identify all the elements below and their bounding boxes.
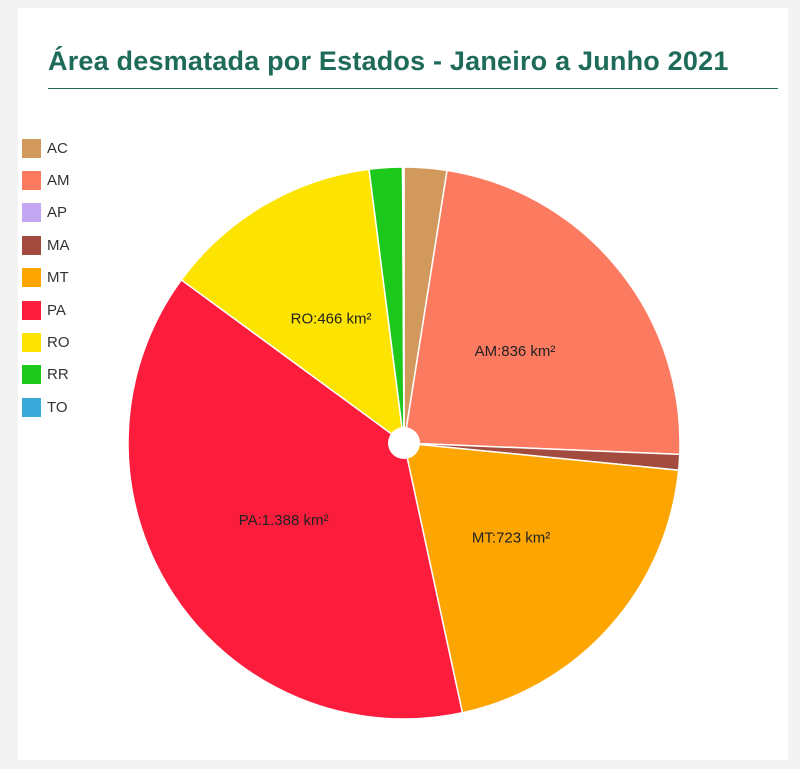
legend-item-mt[interactable]: MT [22, 262, 70, 294]
legend-label: MA [47, 236, 70, 254]
pie-slice-am[interactable] [403, 169, 681, 456]
pie-slice-ro[interactable] [180, 168, 405, 445]
legend-item-am[interactable]: AM [22, 164, 70, 196]
legend-item-ac[interactable]: AC [22, 132, 70, 164]
slice-label-mt: MT:723 km² [472, 529, 550, 546]
pie-slice-pa[interactable] [127, 278, 464, 720]
legend-swatch [22, 203, 41, 223]
legend-label: TO [47, 398, 68, 416]
slice-label-am: AM:836 km² [475, 343, 556, 360]
legend-swatch [22, 397, 41, 417]
legend-label: RO [47, 334, 70, 352]
legend-swatch [22, 300, 41, 320]
legend-swatch [22, 333, 41, 353]
donut-hole [388, 427, 420, 459]
legend-label: AP [47, 204, 68, 222]
legend-swatch [22, 235, 41, 255]
pie-slice-to[interactable] [401, 166, 405, 444]
legend-item-rr[interactable]: RR [22, 359, 70, 391]
legend-label: MT [47, 269, 69, 287]
legend-swatch [22, 138, 41, 158]
title-divider [48, 88, 778, 89]
legend-item-ro[interactable]: RO [22, 326, 70, 358]
chart-legend: AC AM AP MA MT PA RO RR TO [22, 132, 70, 424]
legend-label: PA [47, 301, 66, 319]
chart-title: Área desmatada por Estados - Janeiro a J… [48, 46, 729, 76]
legend-label: AM [47, 172, 70, 190]
legend-swatch [22, 171, 41, 191]
legend-swatch [22, 268, 41, 288]
slice-label-ro: RO:466 km² [291, 310, 372, 327]
pie-slice-mt[interactable] [403, 442, 680, 714]
legend-label: RR [47, 366, 69, 384]
slice-label-pa: PA:1.388 km² [239, 512, 329, 529]
legend-label: AC [47, 139, 68, 157]
legend-item-ap[interactable]: AP [22, 197, 70, 229]
legend-item-pa[interactable]: PA [22, 294, 70, 326]
legend-item-ma[interactable]: MA [22, 229, 70, 261]
legend-item-to[interactable]: TO [22, 391, 70, 423]
legend-swatch [22, 365, 41, 385]
